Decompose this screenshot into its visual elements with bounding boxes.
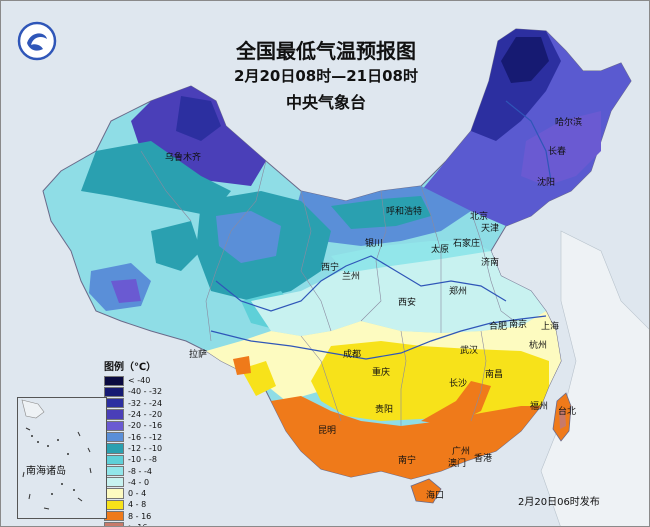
city-label: 太原 — [431, 245, 450, 255]
city-label: 合肥 — [489, 322, 508, 332]
city-label: 南宁 — [398, 456, 417, 466]
city-label: 上海 — [541, 322, 560, 332]
city-label: 呼和浩特 — [386, 207, 423, 217]
city-label: 武汉 — [460, 346, 479, 356]
city-label: 香港 — [474, 454, 493, 464]
legend-row: 0 - 4 — [104, 488, 164, 499]
legend-label: -4 - 0 — [128, 477, 150, 487]
legend-label: -32 - -24 — [128, 398, 163, 408]
legend-row: -32 - -24 — [104, 398, 164, 409]
issue-time: 2月20日06时发布 — [518, 497, 600, 508]
legend-row: -8 - -4 — [104, 465, 164, 477]
legend-label: > 16 — [128, 523, 147, 526]
map-title: 全国最低气温预报图 — [236, 39, 416, 63]
issuer-name: 中央气象台 — [285, 93, 366, 112]
legend-swatch — [104, 398, 124, 409]
legend-swatch — [104, 420, 124, 431]
legend-swatch — [104, 375, 124, 386]
legend-label: 8 - 16 — [128, 511, 152, 521]
legend-swatch — [104, 431, 124, 443]
legend-row: > 16 — [104, 522, 164, 526]
city-label: 沈阳 — [537, 178, 556, 188]
city-label: 拉萨 — [189, 350, 208, 360]
city-label: 石家庄 — [453, 239, 481, 249]
legend-label: 0 - 4 — [128, 489, 147, 499]
city-label: 福州 — [530, 402, 549, 412]
cma-logo-icon — [17, 21, 57, 61]
inset-map — [21, 399, 92, 510]
legend-swatch — [104, 499, 124, 511]
city-label: 西宁 — [321, 263, 340, 273]
inset-label: 南海诸岛 — [26, 466, 66, 477]
city-label: 海口 — [426, 491, 445, 501]
city-label: 长沙 — [449, 379, 468, 389]
legend-label: -10 - -8 — [128, 455, 158, 465]
city-label: 银川 — [365, 239, 384, 249]
legend-swatch — [104, 522, 124, 526]
legend-label: -8 - -4 — [128, 466, 152, 476]
legend-swatch — [104, 443, 124, 454]
city-label: 济南 — [481, 258, 500, 268]
city-label: 西安 — [398, 298, 417, 308]
legend-row: -40 - -32 — [104, 386, 164, 398]
city-label: 成都 — [343, 350, 362, 360]
legend-swatch — [104, 488, 124, 499]
legend-swatch — [104, 409, 124, 420]
city-label: 澳门 — [448, 459, 467, 469]
city-label: 长春 — [548, 147, 567, 157]
south-china-sea-inset: 南海诸岛 — [17, 397, 107, 519]
legend-title: 图例（℃） — [104, 362, 157, 373]
legend-swatch — [104, 454, 124, 465]
legend-swatch — [104, 477, 124, 488]
legend-row: -20 - -16 — [104, 420, 164, 431]
legend-row: 4 - 8 — [104, 499, 164, 511]
city-label: 郑州 — [449, 287, 468, 297]
city-label: 南京 — [509, 320, 528, 330]
city-label: 杭州 — [529, 341, 548, 351]
city-label: 哈尔滨 — [555, 118, 583, 128]
legend-swatch — [104, 386, 124, 398]
legend-label: 4 - 8 — [128, 500, 147, 510]
city-label: 贵阳 — [375, 405, 394, 415]
legend: 图例（℃） < -40 -40 - -32 -32 - -24 -24 - -20 -2… — [104, 358, 164, 526]
legend-row: 8 - 16 — [104, 511, 164, 522]
legend-row: < -40 — [104, 375, 164, 386]
legend-row: -10 - -8 — [104, 454, 164, 465]
legend-label: -24 - -20 — [128, 410, 163, 420]
legend-swatch — [104, 511, 124, 522]
legend-label: < -40 — [128, 376, 151, 386]
city-label: 兰州 — [342, 272, 361, 282]
legend-label: -12 - -10 — [128, 443, 163, 453]
legend-label: -20 - -16 — [128, 421, 163, 431]
city-label: 乌鲁木齐 — [165, 153, 202, 163]
city-label: 北京 — [470, 212, 489, 222]
legend-row: -4 - 0 — [104, 477, 164, 488]
legend-row: -24 - -20 — [104, 409, 164, 420]
legend-label: -16 - -12 — [128, 432, 163, 442]
legend-row: -16 - -12 — [104, 431, 164, 443]
city-label: 天津 — [481, 224, 500, 234]
city-label: 南昌 — [485, 370, 504, 380]
city-label: 广州 — [452, 447, 471, 457]
legend-row: -12 - -10 — [104, 443, 164, 454]
legend-swatch — [104, 465, 124, 477]
forecast-period: 2月20日08时—21日08时 — [234, 67, 418, 85]
city-label: 昆明 — [318, 426, 337, 436]
legend-label: -40 - -32 — [128, 387, 163, 397]
city-label: 重庆 — [372, 368, 391, 378]
city-label: 台北 — [558, 407, 577, 417]
